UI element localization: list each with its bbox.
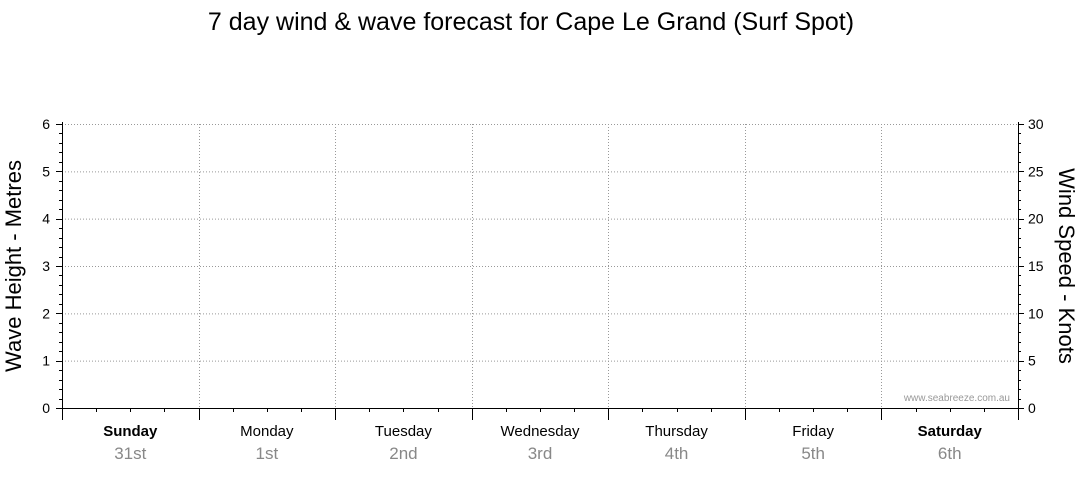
right-tick-label: 15 (1028, 258, 1044, 274)
day-name-label: Wednesday (501, 423, 580, 440)
day-labels: Sunday 31st Monday 1st Tuesday 2nd Wednesday 3r… (103, 423, 982, 463)
day-name-label: Saturday (918, 423, 983, 440)
day-date-label: 6th (938, 444, 962, 463)
day-date-label: 3rd (528, 444, 553, 463)
day-date-label: 31st (114, 444, 146, 463)
day-name-label: Monday (240, 423, 294, 440)
right-tick-label: 0 (1028, 400, 1036, 416)
left-tick-label: 3 (42, 258, 50, 274)
y-axis-right-label: Wind Speed - Knots (1054, 168, 1079, 364)
left-tick-label: 5 (42, 163, 50, 179)
day-date-label: 4th (665, 444, 689, 463)
day-name-label: Friday (792, 423, 834, 440)
right-tick-label: 30 (1028, 116, 1044, 132)
left-tick-label: 2 (42, 305, 50, 321)
day-date-label: 1st (256, 444, 279, 463)
left-tick-label: 4 (42, 211, 50, 227)
day-name-label: Thursday (645, 423, 708, 440)
left-tick-label: 0 (42, 400, 50, 416)
day-date-label: 2nd (389, 444, 417, 463)
y-axis-right-ticks: 0 5 10 15 20 25 30 (1018, 116, 1044, 416)
day-date-label: 5th (801, 444, 825, 463)
day-name-label: Sunday (103, 423, 158, 440)
left-tick-label: 1 (42, 353, 50, 369)
axes (62, 122, 1019, 420)
y-axis-left-ticks: 0 1 2 3 4 5 6 (42, 116, 62, 416)
right-tick-label: 5 (1028, 353, 1036, 369)
watermark: www.seabreeze.com.au (903, 393, 1010, 404)
right-tick-label: 20 (1028, 211, 1044, 227)
left-tick-label: 6 (42, 116, 50, 132)
day-name-label: Tuesday (375, 423, 432, 440)
y-axis-left-label: Wave Height - Metres (1, 160, 26, 372)
grid-lines (62, 124, 1018, 408)
right-tick-label: 25 (1028, 163, 1044, 179)
chart-title: 7 day wind & wave forecast for Cape Le G… (208, 8, 854, 36)
right-tick-label: 10 (1028, 305, 1044, 321)
